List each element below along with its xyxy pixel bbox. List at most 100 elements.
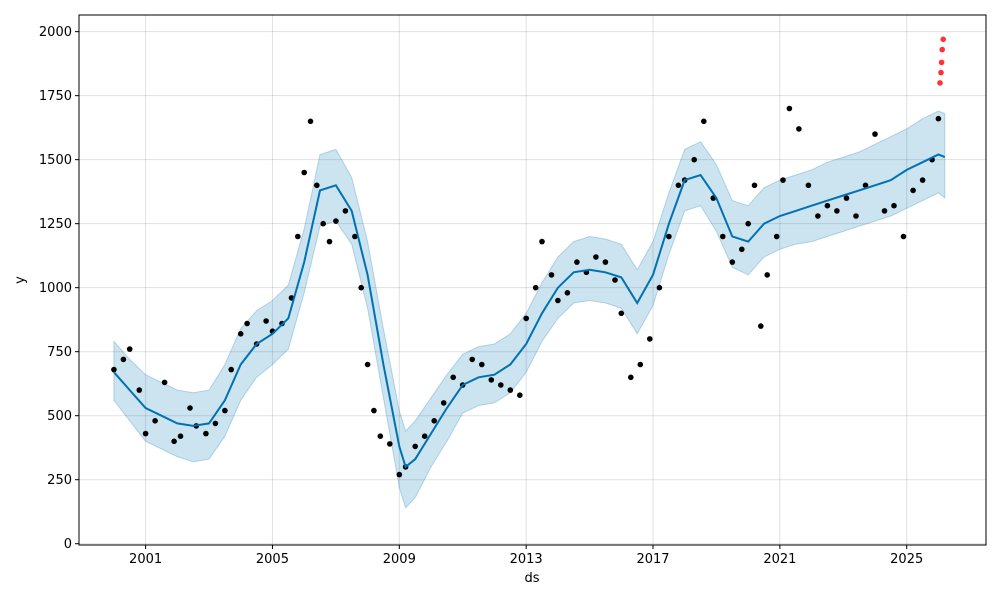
observed-point [701,118,707,125]
observed-point [919,177,926,183]
observed-points [111,105,942,478]
observed-point [111,366,117,373]
y-tick-label: 500 [47,409,72,424]
observed-point [796,126,802,132]
forecast-series-line [113,153,946,469]
x-tick-label: 2021 [763,552,796,567]
y-axis-label: y [13,276,28,284]
observed-point [314,182,320,189]
anomaly-point [939,46,945,53]
observed-point [498,382,504,388]
observed-point [862,182,869,189]
observed-point [479,361,485,368]
x-axis-label: ds [524,571,539,586]
forecast-line [113,153,946,469]
observed-point [326,238,333,245]
observed-point [488,377,495,383]
anomaly-point [938,69,944,76]
observed-point [564,290,571,296]
x-axis-ticks: 2001 2005 2009 2013 2017 2021 2025 [129,545,923,567]
observed-point [342,208,349,214]
observed-point [532,284,539,291]
observed-point [237,331,244,337]
observed-point [739,246,745,253]
observed-point [307,118,314,125]
observed-point [203,430,209,437]
observed-point [371,407,377,414]
x-tick-label: 2005 [256,552,289,567]
observed-point [881,208,888,214]
observed-point [751,182,758,189]
observed-point [720,233,726,240]
observed-point [618,310,625,317]
observed-point [387,441,393,447]
observed-point [440,400,447,406]
observed-point [824,202,831,209]
observed-point [126,346,133,352]
y-tick-label: 750 [47,345,72,360]
observed-point [628,374,634,381]
observed-point [171,438,177,445]
observed-point [656,284,663,291]
observed-point [161,379,168,386]
observed-point [222,407,228,414]
observed-point [548,272,555,278]
observed-point [295,233,301,240]
uncertainty-band-area [113,110,946,509]
observed-point [935,115,942,122]
observed-point [469,356,476,363]
observed-point [177,433,184,440]
y-tick-label: 2000 [39,25,72,40]
plot-area [79,15,986,545]
observed-point [396,471,403,478]
observed-point [834,208,840,214]
observed-point [815,213,821,219]
observed-point [602,259,609,265]
observed-point [523,315,529,322]
y-tick-label: 1250 [39,217,72,232]
observed-point [333,218,339,224]
uncertainty-band [113,110,946,509]
observed-point [152,418,158,424]
observed-point [555,297,561,304]
observed-point [539,238,545,245]
anomaly-point [937,80,943,86]
observed-point [320,220,327,227]
y-tick-label: 1750 [39,89,72,104]
observed-point [729,259,736,265]
observed-point [773,233,780,240]
x-tick-label: 2017 [636,552,669,567]
observed-point [745,220,751,227]
observed-point [142,430,149,437]
observed-point [421,433,428,440]
observed-point [352,233,358,240]
observed-point [228,366,234,373]
observed-point [843,195,850,201]
observed-point [612,277,618,283]
x-tick-label: 2025 [890,552,923,567]
observed-point [412,443,419,450]
observed-point [805,182,812,189]
x-tick-label: 2001 [129,552,162,567]
observed-point [517,392,523,399]
anomaly-point [940,36,946,43]
observed-point [764,272,770,278]
observed-point [593,254,599,260]
observed-point [358,284,365,291]
observed-point [872,131,878,137]
observed-point [574,259,580,265]
anomaly-points [937,36,946,86]
observed-point [637,361,644,368]
y-tick-label: 1000 [39,281,72,296]
anomaly-point [938,59,945,66]
observed-point [780,177,786,183]
observed-point [647,336,653,342]
observed-point [675,182,682,189]
plot-frame [78,14,987,546]
observed-point [786,105,793,112]
observed-point [136,387,143,393]
observed-point [364,361,371,368]
y-axis-ticks: 0 250 500 750 1000 1250 1500 1750 2000 [39,25,79,552]
observed-point [301,169,308,176]
